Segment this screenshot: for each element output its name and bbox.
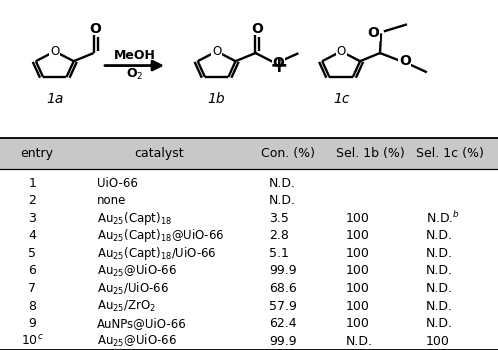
Text: 6: 6 [28, 264, 36, 278]
Text: O$_2$: O$_2$ [126, 67, 143, 82]
Text: O: O [367, 26, 379, 40]
Text: 9: 9 [28, 317, 36, 330]
Text: 99.9: 99.9 [269, 264, 296, 278]
Text: 3.5: 3.5 [269, 212, 289, 225]
Text: N.D.: N.D. [426, 247, 453, 260]
Text: Au$_{25}$@UiO-66: Au$_{25}$@UiO-66 [97, 263, 177, 279]
Text: O: O [272, 56, 284, 70]
Text: 5: 5 [28, 247, 36, 260]
Text: Sel. 1c (%): Sel. 1c (%) [416, 147, 484, 160]
Text: MeOH: MeOH [114, 49, 155, 62]
Text: none: none [97, 194, 126, 207]
Text: 1a: 1a [46, 91, 63, 105]
Text: O: O [251, 22, 263, 36]
Text: 1: 1 [28, 176, 36, 190]
Text: 1b: 1b [208, 91, 226, 105]
Text: N.D.: N.D. [426, 229, 453, 242]
Text: Con. (%): Con. (%) [261, 147, 315, 160]
Text: 68.6: 68.6 [269, 282, 297, 295]
Text: Au$_{25}$(Capt)$_{18}$@UiO-66: Au$_{25}$(Capt)$_{18}$@UiO-66 [97, 227, 225, 244]
Text: 100: 100 [346, 229, 370, 242]
Text: N.D.$^{b}$: N.D.$^{b}$ [426, 210, 460, 226]
Text: 57.9: 57.9 [269, 300, 297, 313]
Text: O: O [399, 54, 411, 68]
Text: catalyst: catalyst [134, 147, 184, 160]
Text: 100: 100 [346, 300, 370, 313]
Text: 10$^{c}$: 10$^{c}$ [21, 334, 44, 348]
Text: 2.8: 2.8 [269, 229, 289, 242]
Text: Au$_{25}$/UiO-66: Au$_{25}$/UiO-66 [97, 280, 169, 296]
Text: 100: 100 [426, 335, 450, 348]
Text: 100: 100 [346, 264, 370, 278]
Text: Au$_{25}$/ZrO$_{2}$: Au$_{25}$/ZrO$_{2}$ [97, 299, 156, 314]
Text: 7: 7 [28, 282, 36, 295]
Text: 3: 3 [28, 212, 36, 225]
Text: Au$_{25}$@UiO-66: Au$_{25}$@UiO-66 [97, 333, 177, 349]
FancyBboxPatch shape [0, 138, 498, 169]
Text: N.D.: N.D. [269, 176, 296, 190]
Text: entry: entry [20, 147, 53, 160]
Text: Au$_{25}$(Capt)$_{18}$: Au$_{25}$(Capt)$_{18}$ [97, 210, 172, 227]
Text: O: O [50, 45, 59, 58]
Text: 62.4: 62.4 [269, 317, 296, 330]
Text: N.D.: N.D. [426, 300, 453, 313]
Text: 2: 2 [28, 194, 36, 207]
Text: 100: 100 [346, 247, 370, 260]
Text: N.D.: N.D. [426, 264, 453, 278]
Text: Sel. 1b (%): Sel. 1b (%) [336, 147, 405, 160]
Text: O: O [337, 45, 346, 58]
Text: 1c: 1c [333, 91, 350, 105]
Text: 4: 4 [28, 229, 36, 242]
Text: N.D.: N.D. [426, 317, 453, 330]
Text: UiO-66: UiO-66 [97, 176, 138, 190]
Text: O: O [90, 22, 102, 36]
Text: O: O [212, 45, 221, 58]
Text: Au$_{25}$(Capt)$_{18}$/UiO-66: Au$_{25}$(Capt)$_{18}$/UiO-66 [97, 245, 217, 262]
Text: 100: 100 [346, 212, 370, 225]
Text: +: + [269, 56, 288, 76]
Text: 100: 100 [346, 282, 370, 295]
Text: AuNPs@UiO-66: AuNPs@UiO-66 [97, 317, 187, 330]
Text: 8: 8 [28, 300, 36, 313]
Text: 99.9: 99.9 [269, 335, 296, 348]
Text: 5.1: 5.1 [269, 247, 289, 260]
Text: N.D.: N.D. [346, 335, 373, 348]
Text: N.D.: N.D. [426, 282, 453, 295]
Text: 100: 100 [346, 317, 370, 330]
Text: N.D.: N.D. [269, 194, 296, 207]
